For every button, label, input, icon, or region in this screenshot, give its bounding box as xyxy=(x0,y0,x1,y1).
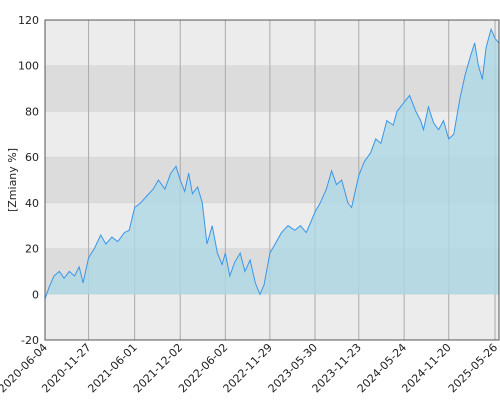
band xyxy=(45,294,499,340)
y-axis-label: [Zmiany %] xyxy=(6,148,19,212)
y-tick-label: 0 xyxy=(32,288,39,301)
y-tick-label: 120 xyxy=(18,14,39,27)
y-tick-label: -20 xyxy=(21,334,39,347)
x-tick-label: 2025-05-26 xyxy=(446,341,500,395)
y-tick-label: 60 xyxy=(25,151,39,164)
area xyxy=(45,29,499,299)
band xyxy=(45,65,499,112)
y-tick-label: 80 xyxy=(25,105,39,118)
y-tick-label: 40 xyxy=(25,197,39,210)
band xyxy=(45,20,499,66)
y-tick-label: 20 xyxy=(25,243,39,256)
line xyxy=(44,27,500,300)
plot-frame xyxy=(44,19,500,341)
y-tick-label: 100 xyxy=(18,60,39,73)
